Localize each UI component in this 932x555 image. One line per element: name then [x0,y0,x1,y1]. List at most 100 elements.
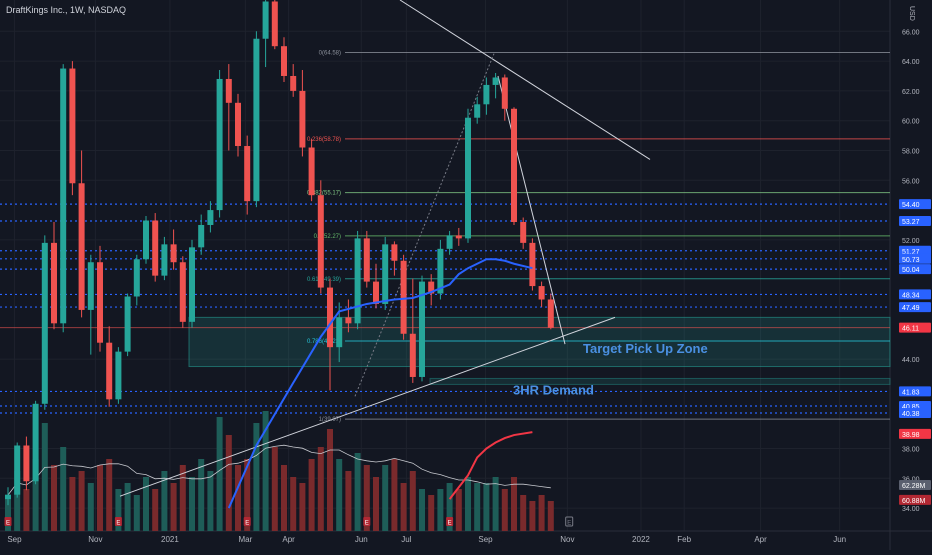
earnings-marker-label: E [567,521,571,527]
candle-body [152,220,159,276]
candle-body [547,299,554,328]
candle-body [216,78,223,211]
candle-body [51,242,57,324]
candle-body [327,287,333,348]
candle-body [124,296,131,352]
candle-body [60,68,67,324]
price-axis-tag [899,494,931,505]
candle-body [225,78,232,103]
candle-body [492,77,499,85]
volume-bar [106,459,113,531]
candle-body [161,244,168,276]
candle-body [115,351,122,400]
volume-bar [115,489,122,531]
volume-bar [198,459,205,531]
volume-bar [336,459,343,531]
y-tick-label: 58.00 [902,148,920,155]
volume-bar [235,465,241,531]
volume-bar [5,495,11,531]
candle-body [437,248,444,294]
moving-average-line [227,258,533,509]
demand-zone-3hr [429,377,891,385]
candle-body [419,281,425,377]
candle-body [281,46,287,76]
candle-body [373,281,379,304]
volume-average-line [7,444,551,496]
earnings-marker-label: E [365,521,369,527]
volume-bar [363,465,370,531]
volume-bar [437,489,444,531]
price-axis-tag-text: 51.27 [902,249,920,256]
volume-trend-line [448,431,533,500]
y-tick-label: 62.00 [902,89,920,96]
price-axis-tag [899,245,931,256]
price-axis-tag [899,479,931,490]
x-tick-label: Sep [7,535,22,544]
candle-body [345,317,352,324]
x-tick-label: 2021 [161,535,179,544]
decline-line [497,75,566,345]
price-axis-tag [899,264,931,275]
candle-body [290,75,297,91]
x-tick-label: Feb [677,535,691,544]
fib-level-label: 0.618(49.39) [307,277,341,283]
earnings-marker [114,517,122,526]
candle-body [455,235,462,239]
price-axis-tag-text: 50.04 [902,267,920,274]
volume-bar [428,495,435,531]
volume-bar [501,489,508,531]
y-tick-label: 52.00 [902,238,920,245]
x-tick-label: 2022 [632,535,650,544]
price-axis-tag [899,289,931,300]
volume-bar [41,423,48,531]
candle-body [133,259,140,297]
volume-bar [391,459,398,531]
candle-body [299,90,306,148]
y-tick-label: 60.00 [902,119,920,126]
y-tick-label: 44.00 [902,357,920,364]
volume-bar [400,483,407,531]
candle-body [520,222,527,243]
x-tick-label: Apr [754,535,767,544]
price-axis-tag [899,408,931,419]
x-tick-label: Sep [478,535,493,544]
candle-body [32,403,39,482]
volume-bar [281,465,287,531]
candle-body [198,224,205,248]
y-tick-label: 38.00 [902,446,920,453]
candle-body [235,102,241,147]
candle-body [529,242,536,287]
earnings-marker-future [565,516,574,527]
candle-body [41,242,48,404]
candle-body [501,77,508,109]
y-tick-label: 34.00 [902,506,920,513]
candle-body [317,195,324,288]
volume-bar [124,483,131,531]
volume-bar [529,501,536,531]
volume-bar [345,471,352,531]
volume-bar [51,465,57,531]
volume-bar [161,471,168,531]
price-axis-tag [899,322,931,333]
candle-body [189,247,195,322]
candle-body [23,445,30,482]
x-tick-label: Jun [355,535,368,544]
volume-bar [354,453,361,531]
volume-bar [225,435,232,531]
volume-bar [455,489,462,531]
downtrend-line [399,0,651,160]
volume-bar [492,477,499,531]
earnings-marker [243,517,251,526]
chart-title: DraftKings Inc., 1W, NASDAQ [6,5,127,15]
earnings-marker [363,517,371,526]
candle-body [271,1,278,47]
earnings-marker-label: E [448,521,452,527]
volume-bar [207,471,214,531]
fib-anchor-line [354,53,495,397]
candle-body [262,1,269,39]
price-axis-tag [899,199,931,210]
volume-bar [143,477,149,531]
candle-body [170,244,177,263]
candle-body [253,38,260,202]
